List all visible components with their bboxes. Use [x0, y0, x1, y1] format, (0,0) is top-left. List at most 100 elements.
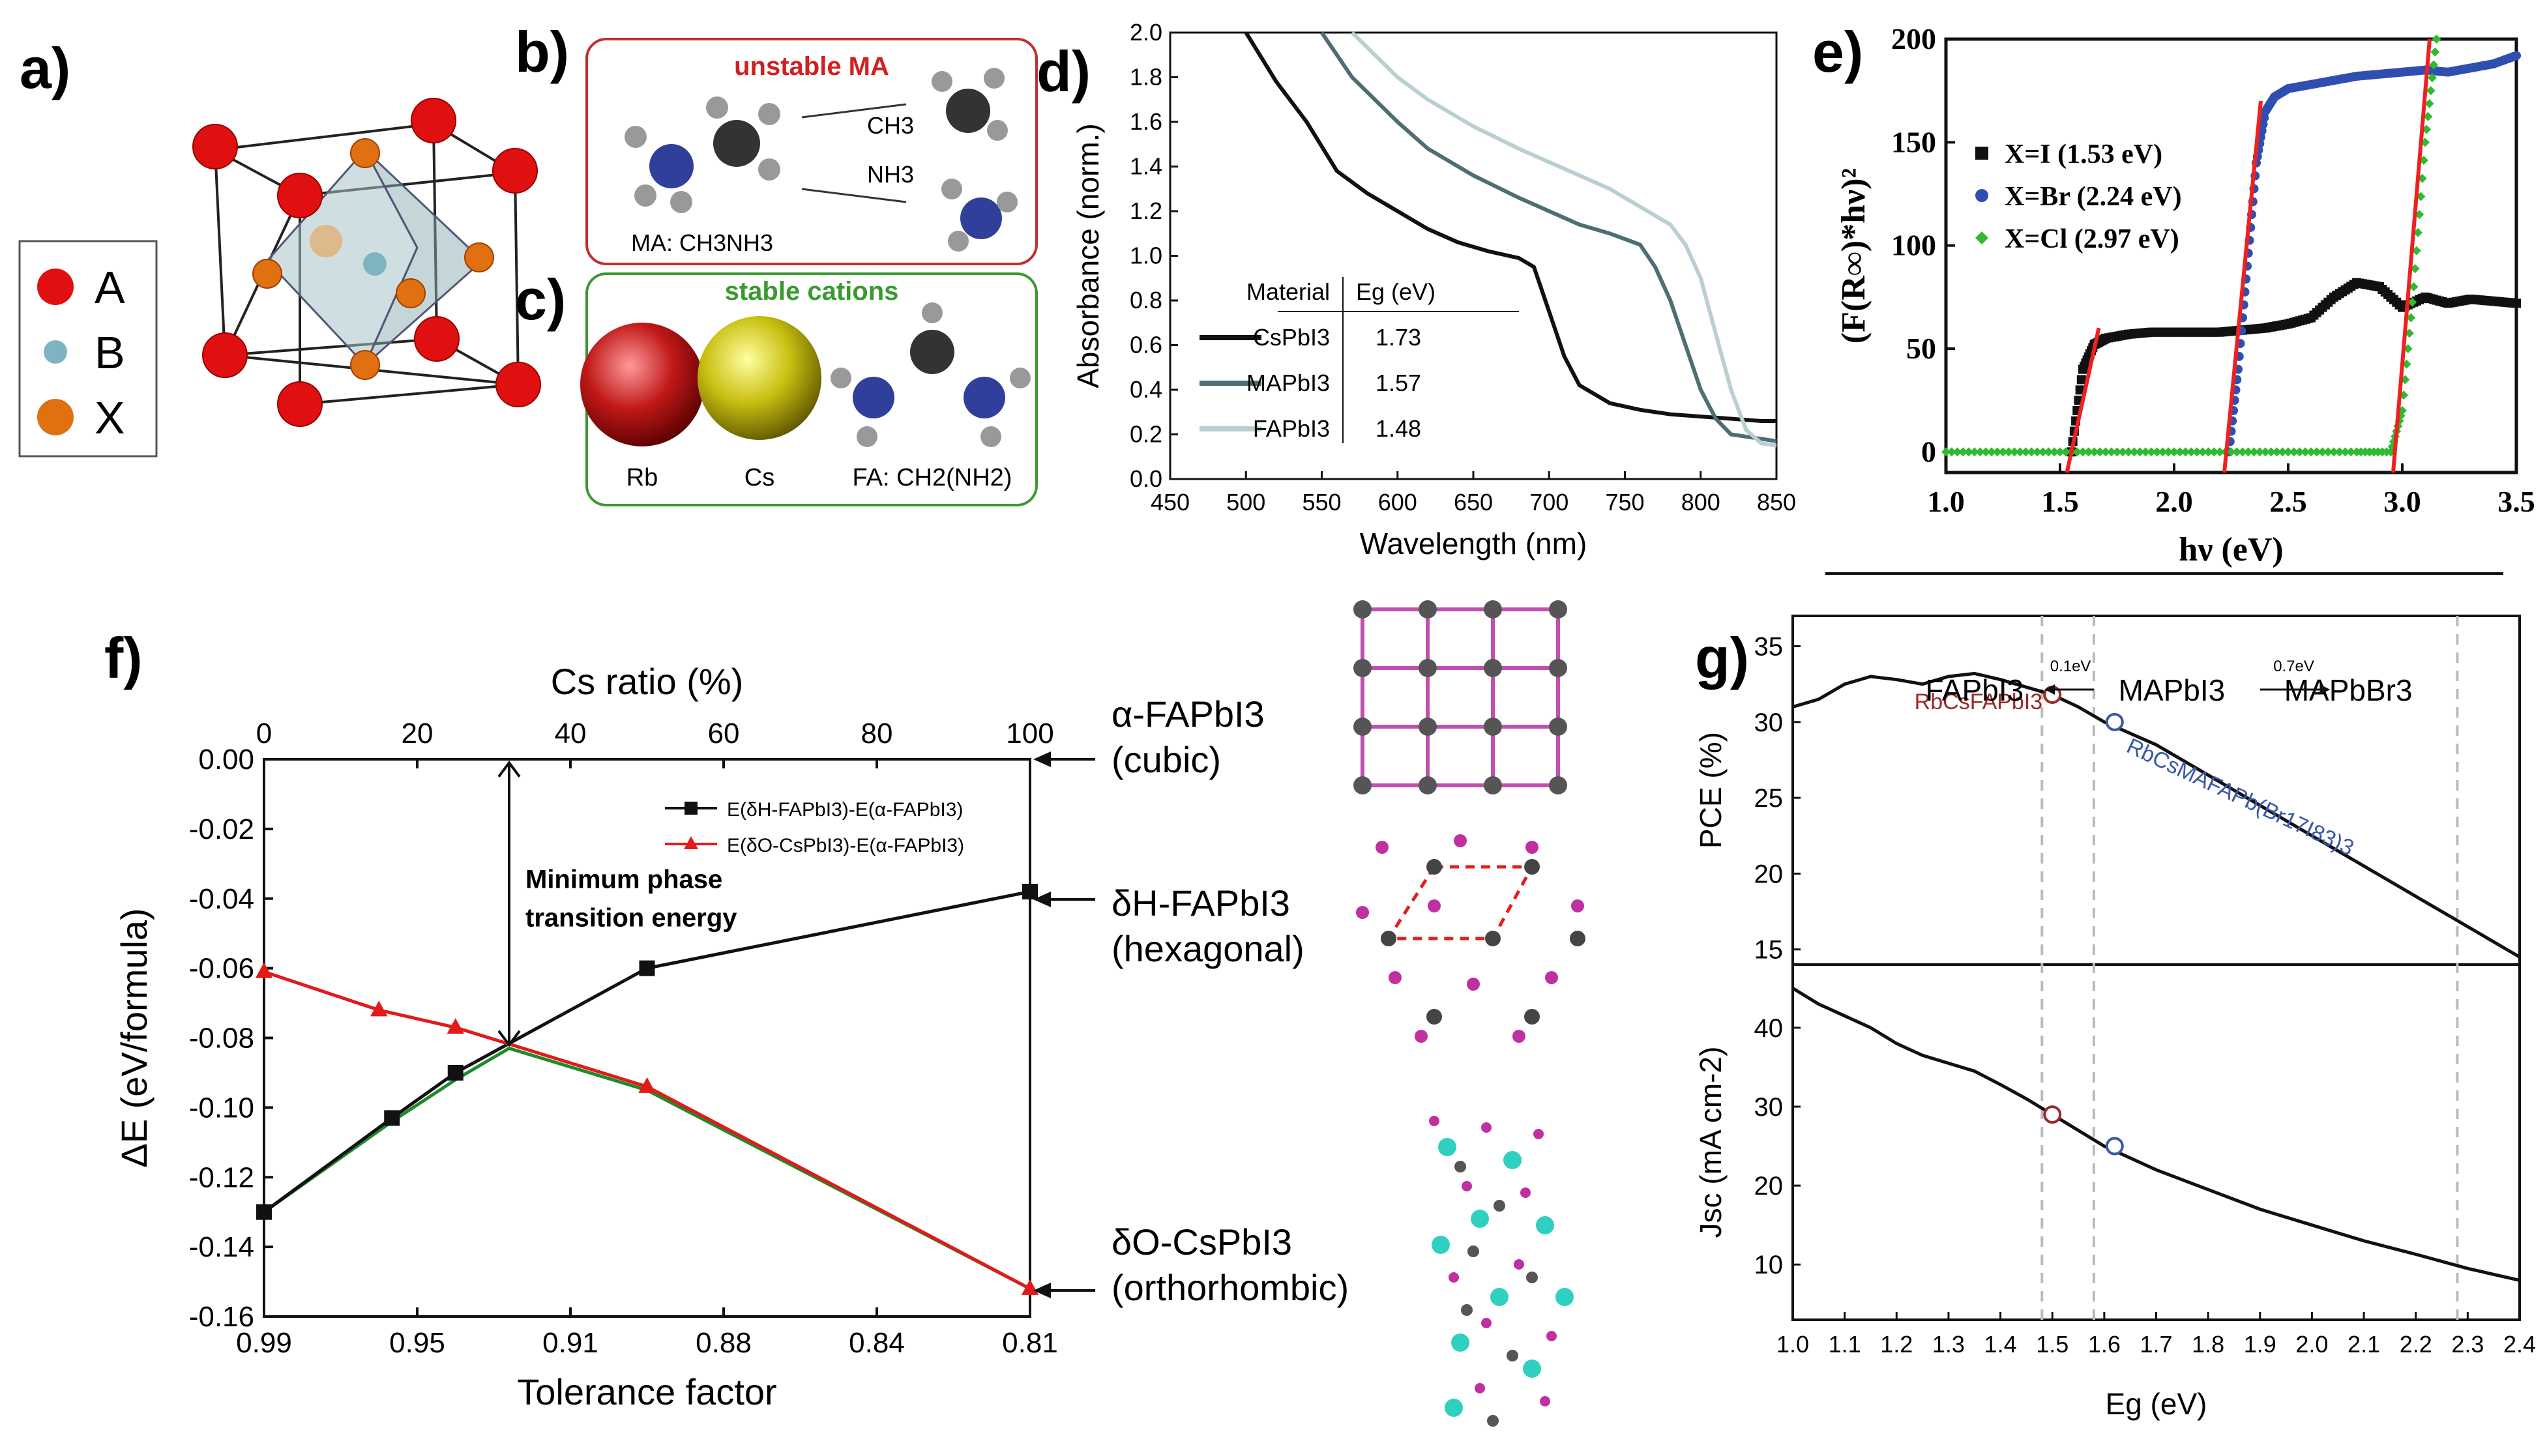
data-point: [2266, 447, 2276, 457]
legend-eg-2: 1.48: [1376, 415, 1421, 442]
data-point: [2209, 447, 2219, 457]
x-tick-label: 500: [1226, 489, 1265, 516]
data-point: [2261, 447, 2270, 457]
fa-cation-icon: [831, 302, 1031, 447]
y-tick-label: 200: [1891, 22, 1936, 55]
data-point: [2406, 313, 2416, 323]
legend-box: ABX: [18, 240, 158, 458]
x-axis-label: Wavelength (nm): [1360, 527, 1587, 561]
cs-cation-icon: [698, 316, 821, 440]
x2-axis-label: Cs ratio (%): [551, 661, 744, 702]
x-tick-label: 1.5: [2036, 1331, 2069, 1358]
cs-label: Cs: [744, 464, 774, 491]
legend-eg-1: 1.57: [1376, 370, 1421, 396]
panel-c-label: c): [515, 267, 566, 332]
jsc-line: [1791, 987, 2520, 1282]
plot-frame: [1944, 37, 2518, 474]
phase-arrowhead-0: [1033, 751, 1051, 767]
data-point: [2278, 447, 2288, 457]
series-line-0: [263, 890, 1031, 1214]
phase-sub-0: (cubic): [1112, 739, 1221, 780]
data-point: [2164, 447, 2173, 457]
legend-label-a: A: [95, 262, 125, 313]
nh3-fragment-icon: [941, 179, 1018, 252]
phase-sub-2: (orthorhombic): [1112, 1267, 1349, 1308]
data-point: [2226, 447, 2236, 457]
y-tick-label: -0.04: [189, 883, 254, 915]
x-tick-label: 700: [1529, 489, 1568, 516]
pce-marker-1: [2105, 712, 2124, 731]
annotation-arrowhead: [497, 1030, 521, 1047]
legend-label-1: X=Br (2.24 eV): [2005, 182, 2182, 212]
phase-name-0: α-FAPbI3: [1112, 693, 1265, 735]
data-point: [2215, 447, 2224, 457]
y-tick-label: -0.06: [189, 953, 254, 985]
header-label-1: MAPbI3: [2119, 673, 2226, 707]
data-point: [2175, 447, 2185, 457]
x-tick-label: 1.4: [1984, 1331, 2017, 1358]
x-tick-label: 600: [1378, 489, 1417, 516]
panel-g-label: g): [1695, 626, 1749, 690]
y-tick-label: 0.00: [198, 744, 254, 776]
data-point: [2284, 447, 2293, 457]
jsc-marker-1: [2105, 1137, 2124, 1156]
y-tick-label: 40: [1754, 1014, 1784, 1043]
panel-b-label: b): [515, 20, 569, 84]
data-point: [2289, 447, 2299, 457]
data-point: [2232, 447, 2242, 457]
legend-label-0: CsPbI3: [1253, 324, 1330, 351]
y-tick-label: 30: [1754, 1093, 1784, 1122]
data-point: [2170, 447, 2179, 457]
data-point: [2323, 447, 2333, 457]
data-point: [447, 1018, 464, 1034]
orthorhombic-structure-illustration: [1429, 1116, 1574, 1427]
y-tick-label: 0.4: [1130, 376, 1162, 403]
data-point: [2203, 447, 2213, 457]
data-point: [2255, 447, 2265, 457]
fit-line-2: [2391, 38, 2432, 473]
plot-frame: [1791, 615, 2521, 1321]
data-point: [2061, 447, 2070, 457]
ma-caption: MA: CH3NH3: [631, 229, 773, 256]
data-point: [2192, 447, 2201, 457]
panel-a-label: a): [20, 36, 70, 100]
data-point: [2427, 73, 2437, 83]
data-point: [1992, 447, 2002, 457]
data-point: [2072, 447, 2082, 457]
data-point: [1021, 1279, 1039, 1295]
data-point: [2238, 447, 2247, 457]
y-tick-label: -0.08: [189, 1023, 254, 1055]
data-point: [384, 1110, 400, 1126]
pce-jsc-chart: g) 1.0 1.1 1.2 1.3 1.4 1.5 1.6 1.7 1.8 1.9 2.0 2.1 2.…: [1694, 615, 2536, 1421]
x-tick-label: 0.91: [542, 1327, 598, 1359]
y-tick-label: 0.0: [1130, 465, 1162, 492]
data-point: [2409, 282, 2419, 291]
data-point: [2075, 385, 2085, 395]
data-point: [2083, 447, 2093, 457]
data-point: [2411, 246, 2421, 255]
data-point: [2430, 47, 2440, 57]
legend-eg-0: 1.73: [1376, 324, 1421, 351]
data-point: [2038, 447, 2048, 457]
table-header-material: Material: [1246, 278, 1330, 305]
data-point: [2422, 124, 2432, 134]
x-tick-label: 1.1: [1829, 1331, 1861, 1358]
reaction-arrow-1: [801, 103, 907, 119]
legend-marker-2: [1975, 231, 1988, 244]
x-tick-label: 1.7: [2140, 1331, 2172, 1358]
data-point: [2426, 86, 2436, 96]
data-point: [2050, 447, 2059, 457]
phase-name-1: δH-FAPbI3: [1112, 882, 1290, 924]
x-tick-label: 800: [1681, 489, 1720, 516]
unstable-ma-title: unstable MA: [734, 52, 889, 81]
y-tick-label: 100: [1891, 229, 1936, 262]
data-point: [2424, 98, 2434, 108]
legend-label-x: X: [95, 392, 125, 443]
data-point: [2089, 447, 2099, 457]
data-point: [2423, 111, 2433, 121]
legend-label-1: E(δO-CsPbI3)-E(α-FAPbI3): [727, 835, 964, 856]
x-tick-label: 650: [1454, 489, 1493, 516]
data-point: [2432, 35, 2441, 44]
legend-marker-1: [684, 836, 698, 849]
data-point: [2118, 447, 2128, 457]
